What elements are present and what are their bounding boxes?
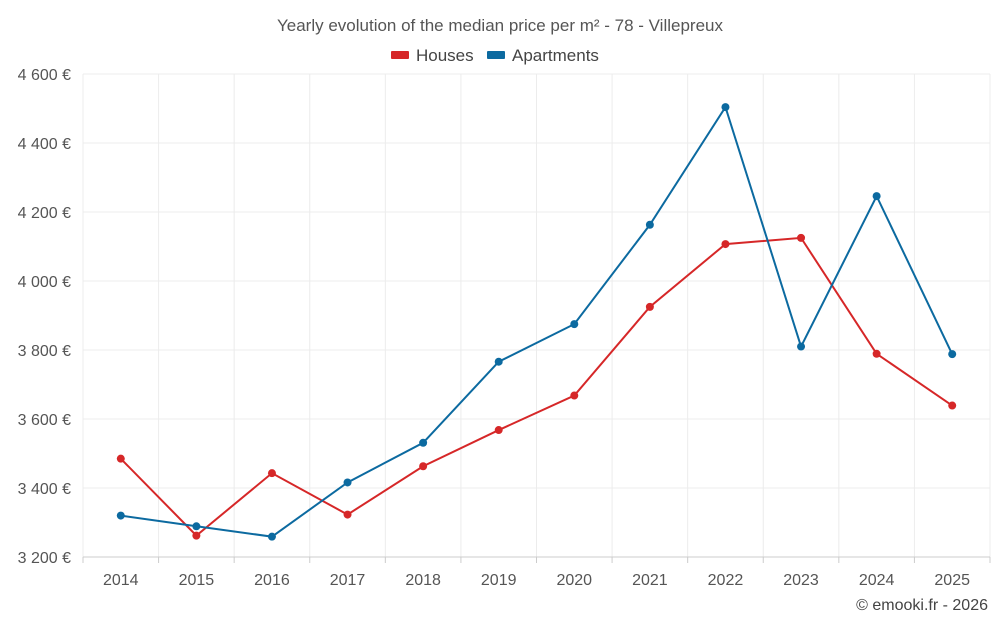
y-axis-ticks: 3 200 € 3 400 € 3 600 € 3 800 € 4 000 € 4 200… (18, 67, 71, 567)
legend-label-apartments: Apartments (512, 46, 599, 65)
x-tick-label: 2023 (783, 572, 819, 589)
data-point-houses[interactable] (419, 462, 428, 471)
x-tick-label: 2020 (556, 572, 592, 589)
legend-item-apartments[interactable]: Apartments (487, 46, 599, 65)
x-tick-label: 2019 (481, 572, 517, 589)
data-point-apartments[interactable] (419, 438, 428, 447)
x-tick-label: 2014 (103, 572, 139, 589)
data-point-houses[interactable] (343, 510, 352, 519)
y-tick-label: 4 000 € (18, 274, 71, 291)
y-tick-label: 4 600 € (18, 67, 71, 84)
y-tick-label: 3 600 € (18, 412, 71, 429)
x-axis-ticks: 2014 2015 2016 2017 2018 2019 2020 2021 2022 2023… (103, 572, 970, 589)
y-tick-label: 4 400 € (18, 136, 71, 153)
data-point-apartments[interactable] (948, 350, 957, 359)
data-point-houses[interactable] (872, 349, 881, 358)
legend-swatch-apartments (487, 51, 505, 59)
legend-swatch-houses (391, 51, 409, 59)
legend-label-houses: Houses (416, 46, 474, 65)
data-point-apartments[interactable] (116, 511, 125, 520)
data-point-houses[interactable] (494, 426, 503, 435)
x-tick-label: 2016 (254, 572, 290, 589)
legend: Houses Apartments (391, 46, 599, 65)
x-tick-label: 2015 (179, 572, 215, 589)
x-tick-label: 2017 (330, 572, 366, 589)
data-point-houses[interactable] (948, 401, 957, 410)
legend-item-houses[interactable]: Houses (391, 46, 474, 65)
x-tick-label: 2024 (859, 572, 895, 589)
y-tick-label: 3 200 € (18, 550, 71, 567)
y-tick-label: 3 800 € (18, 343, 71, 360)
series-line-apartments (120, 104, 954, 538)
x-tick-label: 2022 (708, 572, 744, 589)
data-point-apartments[interactable] (192, 522, 201, 531)
data-point-apartments[interactable] (721, 103, 730, 112)
data-point-apartments[interactable] (797, 342, 806, 351)
y-tick-label: 3 400 € (18, 481, 71, 498)
y-tick-label: 4 200 € (18, 205, 71, 222)
data-point-apartments[interactable] (343, 478, 352, 487)
series (116, 103, 957, 541)
data-point-apartments[interactable] (267, 532, 276, 541)
data-point-apartments[interactable] (872, 192, 881, 201)
x-tick-label: 2025 (934, 572, 970, 589)
data-point-houses[interactable] (116, 454, 125, 463)
chart-title: Yearly evolution of the median price per… (277, 16, 724, 35)
data-point-houses[interactable] (192, 531, 201, 540)
series-line-houses (120, 236, 953, 537)
data-point-houses[interactable] (570, 391, 579, 400)
data-point-houses[interactable] (267, 469, 276, 478)
data-point-houses[interactable] (645, 302, 654, 311)
x-tick-label: 2018 (405, 572, 441, 589)
x-tick-label: 2021 (632, 572, 668, 589)
grid (82, 73, 991, 557)
data-point-apartments[interactable] (494, 357, 503, 366)
axes (82, 556, 991, 563)
data-point-apartments[interactable] (570, 320, 579, 329)
data-point-apartments[interactable] (645, 220, 654, 229)
credit-text: © emooki.fr - 2026 (856, 597, 988, 614)
data-point-houses[interactable] (721, 240, 730, 249)
data-point-houses[interactable] (797, 233, 806, 242)
